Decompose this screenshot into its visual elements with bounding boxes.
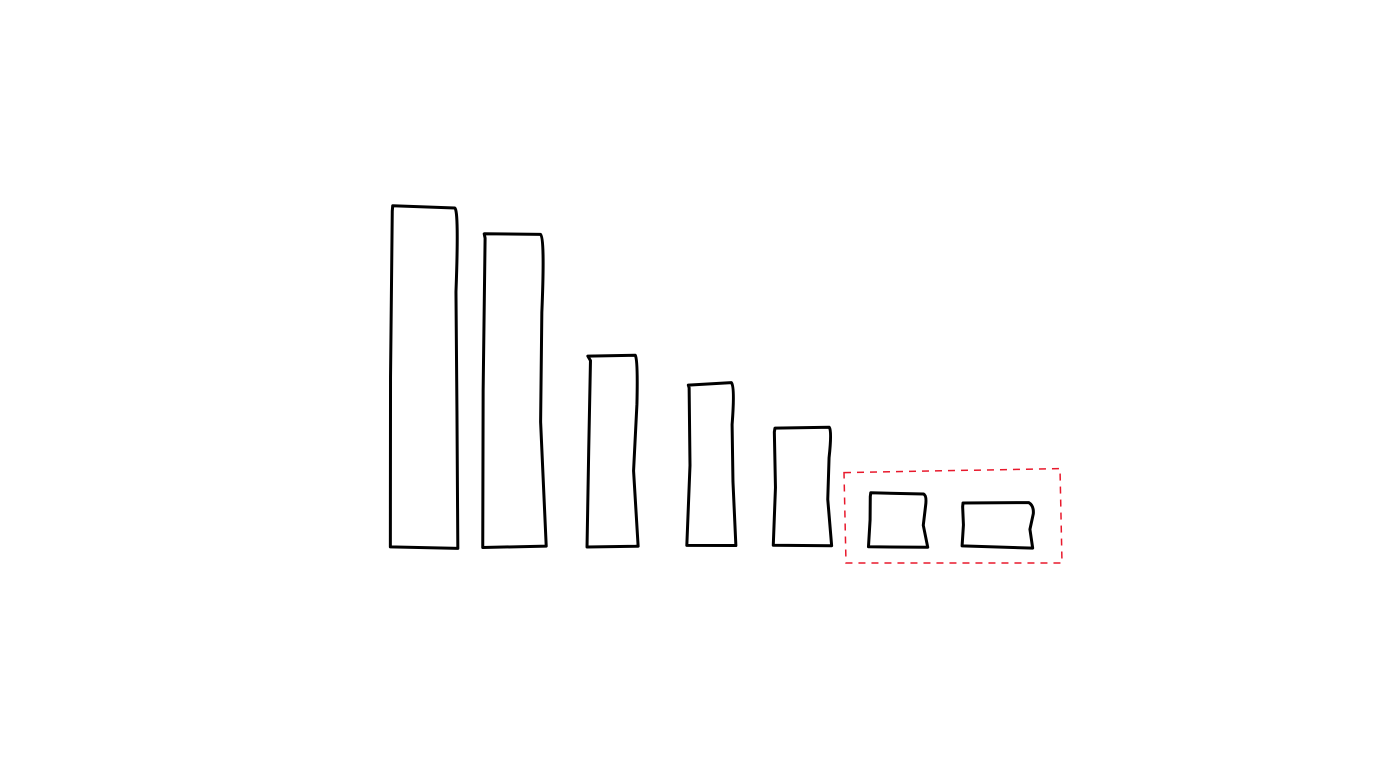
bars-group	[388, 204, 1035, 550]
highlight-box	[843, 467, 1063, 564]
bar-2	[481, 232, 548, 549]
bar-6	[866, 491, 930, 549]
bar-7	[960, 501, 1035, 550]
highlight-group	[843, 467, 1063, 564]
bar-3	[585, 353, 640, 549]
bar-4	[685, 381, 738, 548]
bar-1	[388, 204, 460, 550]
bar-5	[771, 425, 834, 548]
